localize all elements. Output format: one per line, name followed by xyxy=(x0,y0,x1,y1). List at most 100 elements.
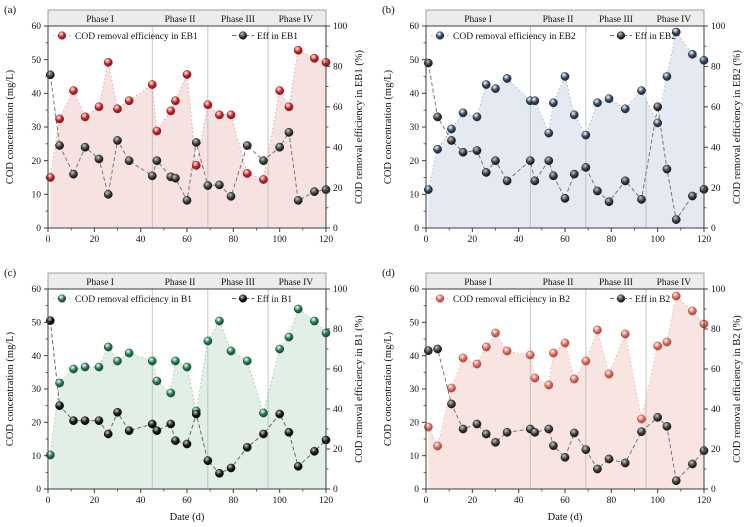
effluent-point xyxy=(549,171,558,181)
y-right-tick-label: 0 xyxy=(711,485,716,495)
effluent-point xyxy=(481,429,491,439)
cod-efficiency-point xyxy=(502,346,512,356)
cod-efficiency-point xyxy=(688,306,697,316)
y-left-tick-label: 60 xyxy=(32,22,42,32)
effluent-point xyxy=(94,154,104,164)
y-right-tick-label: 80 xyxy=(711,325,721,335)
effluent-point xyxy=(662,164,672,174)
x-tick-label: 20 xyxy=(90,235,100,245)
cod-efficiency-point xyxy=(152,126,162,136)
chart-panel: Phase I Phase II Phase III Phase IV 0 20 40 60 8… xyxy=(4,4,365,245)
effluent-point xyxy=(604,197,614,207)
cod-efficiency-point xyxy=(226,110,236,120)
y-right-tick-label: 40 xyxy=(333,405,343,415)
x-tick-label: 0 xyxy=(46,235,51,245)
cod-efficiency-point xyxy=(458,353,468,363)
cod-efficiency-point xyxy=(113,356,122,366)
chart-panel: Phase I Phase II Phase III Phase IV 0 20 40 60 8… xyxy=(4,267,365,523)
x-tick-label: 20 xyxy=(468,235,478,245)
effluent-point xyxy=(569,428,579,438)
effluent-point xyxy=(472,419,482,429)
cod-efficiency-point xyxy=(560,72,570,81)
cod-efficiency-point xyxy=(637,414,646,424)
y-right-tick-label: 20 xyxy=(711,184,721,194)
effluent-point xyxy=(275,142,285,152)
y-right-tick-label: 40 xyxy=(711,143,721,153)
effluent-point xyxy=(147,171,157,181)
y-right-axis-title: COD removal efficiency in B2 (%) xyxy=(732,315,743,463)
y-left-tick-label: 0 xyxy=(36,485,41,495)
subplot-b: Phase I Phase II Phase III Phase IV 0 20 40 60 8… xyxy=(378,0,756,263)
effluent-point xyxy=(525,156,535,166)
x-tick-label: 40 xyxy=(514,235,524,245)
cod-efficiency-point xyxy=(525,350,535,360)
cod-efficiency-point xyxy=(458,108,468,118)
cod-efficiency-point xyxy=(242,356,252,366)
subplot-c: Phase I Phase II Phase III Phase IV 0 20 40 60 8… xyxy=(0,263,378,527)
cod-efficiency-point xyxy=(653,118,663,128)
y-left-tick-label: 30 xyxy=(410,385,420,395)
cod-efficiency-point xyxy=(191,161,201,170)
cod-efficiency-point xyxy=(80,362,90,372)
subplot-a: Phase I Phase II Phase III Phase IV 0 20 40 60 8… xyxy=(0,0,378,263)
effluent-point xyxy=(284,128,294,137)
x-tick-label: 20 xyxy=(468,496,478,506)
effluent-point xyxy=(182,439,192,449)
effluent-point xyxy=(458,424,468,434)
effluent-point xyxy=(653,102,663,112)
cod-efficiency-point xyxy=(124,348,134,358)
x-tick-label: 0 xyxy=(424,235,429,245)
phase-label: Phase III xyxy=(599,278,633,288)
y-left-tick-label: 20 xyxy=(32,157,42,167)
y-right-axis-title: COD removal efficiency in B1 (%) xyxy=(354,315,365,463)
cod-efficiency-point xyxy=(447,124,456,134)
y-right-tick-label: 40 xyxy=(711,405,721,415)
cod-efficiency-point xyxy=(530,373,540,383)
chart-panel: Phase I Phase II Phase III Phase IV 0 20 40 60 8… xyxy=(382,4,743,245)
cod-efficiency-point xyxy=(423,185,433,194)
cod-efficiency-point xyxy=(242,169,252,178)
effluent-point xyxy=(530,427,540,437)
phase-label: Phase II xyxy=(543,278,574,288)
y-right-tick-label: 40 xyxy=(333,143,343,153)
y-left-tick-label: 50 xyxy=(32,56,42,66)
effluent-point xyxy=(242,442,252,452)
phase-label: Phase II xyxy=(543,15,574,25)
y-right-tick-label: 0 xyxy=(333,485,338,495)
effluent-point xyxy=(124,156,134,166)
cod-efficiency-point xyxy=(604,369,614,379)
effluent-point xyxy=(491,156,500,166)
cod-efficiency-point xyxy=(637,86,646,95)
y-left-tick-label: 0 xyxy=(414,485,419,495)
y-left-axis-title: COD concentration (mg/L) xyxy=(5,331,16,446)
cod-efficiency-point xyxy=(147,80,157,89)
y-right-tick-label: 80 xyxy=(333,325,343,335)
y-left-tick-label: 20 xyxy=(32,419,42,429)
effluent-line xyxy=(427,62,705,221)
x-tick-label: 100 xyxy=(273,235,288,245)
effluent-point xyxy=(226,463,236,473)
x-tick-label: 100 xyxy=(651,496,666,506)
y-left-tick-label: 50 xyxy=(410,56,420,66)
effluent-point xyxy=(171,436,180,446)
effluent-point xyxy=(293,196,303,205)
effluent-point xyxy=(549,441,558,451)
cod-efficiency-point xyxy=(549,348,558,358)
y-right-tick-label: 100 xyxy=(333,285,348,295)
y-left-tick-label: 10 xyxy=(410,452,420,462)
effluent-point xyxy=(544,156,554,166)
effluent-point xyxy=(191,138,201,147)
panel-label: (d) xyxy=(382,267,395,279)
x-tick-label: 60 xyxy=(182,496,192,506)
x-tick-label: 100 xyxy=(651,235,666,245)
legend-label-efficiency: COD removal efficiency in B1 xyxy=(75,294,192,305)
effluent-point xyxy=(103,429,113,439)
cod-efficiency-point xyxy=(620,329,630,339)
y-left-tick-label: 30 xyxy=(410,123,420,133)
cod-efficiency-point xyxy=(569,374,579,384)
legend-label-effluent: Eff in B1 xyxy=(257,294,292,305)
effluent-point xyxy=(55,141,64,150)
cod-efficiency-point xyxy=(581,130,591,140)
y-left-tick-label: 60 xyxy=(410,285,420,295)
